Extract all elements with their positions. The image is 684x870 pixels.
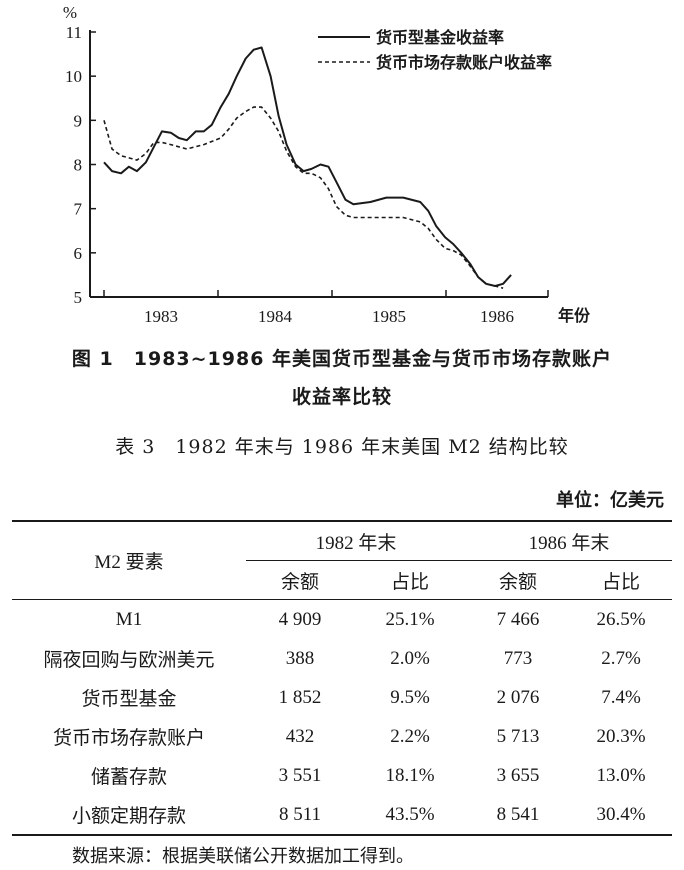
row-1986-amount: 773 xyxy=(503,647,533,669)
row-1982-amount: 432 xyxy=(285,725,315,747)
row-1982-amount: 8 511 xyxy=(246,795,354,836)
row-1982-share: 2.2% xyxy=(390,725,430,747)
row-1986-share: 2.7% xyxy=(601,647,641,669)
table-row: 隔夜回购与欧洲美元 388 2.0% 773 2.7% xyxy=(12,639,672,678)
y-tick-label: 10 xyxy=(65,67,82,86)
row-1986-share: 7.4% xyxy=(601,686,641,708)
data-source-note: 数据来源：根据美联储公开数据加工得到。 xyxy=(72,846,414,867)
header-1986: 1986 年末 xyxy=(466,520,672,561)
row-item: 货币市场存款账户 xyxy=(52,728,205,749)
row-1986-share: 20.3% xyxy=(596,725,646,747)
chart-series-lines xyxy=(103,46,512,289)
series-line-mmda xyxy=(103,106,504,289)
row-1986-share: 30.4% xyxy=(570,795,672,836)
row-1986-share: 13.0% xyxy=(596,764,646,786)
row-1986-share: 26.5% xyxy=(596,608,646,630)
header-1982-share: 占比 xyxy=(354,560,466,600)
row-1982-share: 25.1% xyxy=(385,608,435,630)
x-axis-ticks: 1983 1984 1985 1986 年份 xyxy=(103,290,591,326)
figure-caption-line1: 图 1 1983~1986 年美国货币型基金与货币市场存款账户 xyxy=(71,348,613,370)
row-1982-share: 2.0% xyxy=(390,647,430,669)
x-tick-label: 1984 xyxy=(258,307,293,326)
header-1982-amount: 余额 xyxy=(246,560,354,600)
table-body: M1 4 909 25.1% 7 466 26.5% 隔夜回购与欧洲美元 388 2.0% 77… xyxy=(12,600,672,836)
x-tick-label: 1986 xyxy=(480,307,514,326)
row-item: M1 xyxy=(115,608,143,630)
x-tick-label: 1985 xyxy=(372,307,406,326)
table-title: 表 3 1982 年末与 1986 年末美国 M2 结构比较 xyxy=(115,436,569,458)
legend-label: 货币型基金收益率 xyxy=(376,28,504,47)
legend-label: 货币市场存款账户收益率 xyxy=(376,53,552,72)
y-axis-ticks: 5 6 7 8 9 10 11% xyxy=(63,3,96,307)
table-row: 小额定期存款 8 511 43.5% 8 541 30.4% xyxy=(12,795,672,836)
row-1986-amount: 5 713 xyxy=(496,725,540,747)
row-1982-amount: 4 909 xyxy=(278,608,322,630)
row-1986-amount: 2 076 xyxy=(496,686,540,708)
y-tick-label: 11 xyxy=(66,23,82,42)
row-item: 隔夜回购与欧洲美元 xyxy=(43,650,215,671)
row-1982-share: 9.5% xyxy=(390,686,430,708)
table-unit: 单位：亿美元 xyxy=(556,490,664,511)
row-1986-amount: 7 466 xyxy=(496,608,540,630)
row-1982-amount: 3 551 xyxy=(278,764,322,786)
series-line-fund xyxy=(103,46,512,287)
row-1982-amount: 1 852 xyxy=(278,686,322,708)
y-tick-label: 5 xyxy=(74,288,83,307)
row-1982-share: 43.5% xyxy=(354,795,466,836)
row-1982-amount: 388 xyxy=(285,647,315,669)
table-row: 货币型基金 1 852 9.5% 2 076 7.4% xyxy=(12,678,672,717)
row-1982-share: 18.1% xyxy=(385,764,435,786)
header-1986-share: 占比 xyxy=(570,560,672,600)
table-row: 储蓄存款 3 551 18.1% 3 655 13.0% xyxy=(12,756,672,795)
x-axis-unit: 年份 xyxy=(558,306,591,325)
table-row: 货币市场存款账户 432 2.2% 5 713 20.3% xyxy=(12,717,672,756)
row-1986-amount: 8 541 xyxy=(466,795,570,836)
row-item: 储蓄存款 xyxy=(90,767,167,788)
m2-structure-table: M2 要素 1982 年末 1986 年末 余额 占比 余额 占比 M1 4 90… xyxy=(12,520,672,836)
table-row: M1 4 909 25.1% 7 466 26.5% xyxy=(12,600,672,640)
row-1986-amount: 3 655 xyxy=(496,764,540,786)
header-1986-amount: 余额 xyxy=(466,560,570,600)
y-tick-label: 6 xyxy=(74,244,83,263)
figure-caption-line2: 收益率比较 xyxy=(291,386,392,408)
y-axis-unit: % xyxy=(63,3,77,22)
header-m2-element: M2 要素 xyxy=(12,520,246,600)
x-tick-label: 1983 xyxy=(144,307,178,326)
y-tick-label: 7 xyxy=(74,200,83,219)
header-1982: 1982 年末 xyxy=(246,520,466,561)
y-tick-label: 9 xyxy=(74,111,83,130)
y-tick-label: 8 xyxy=(74,156,83,175)
row-item: 小额定期存款 xyxy=(12,795,246,836)
row-item: 货币型基金 xyxy=(81,689,177,710)
